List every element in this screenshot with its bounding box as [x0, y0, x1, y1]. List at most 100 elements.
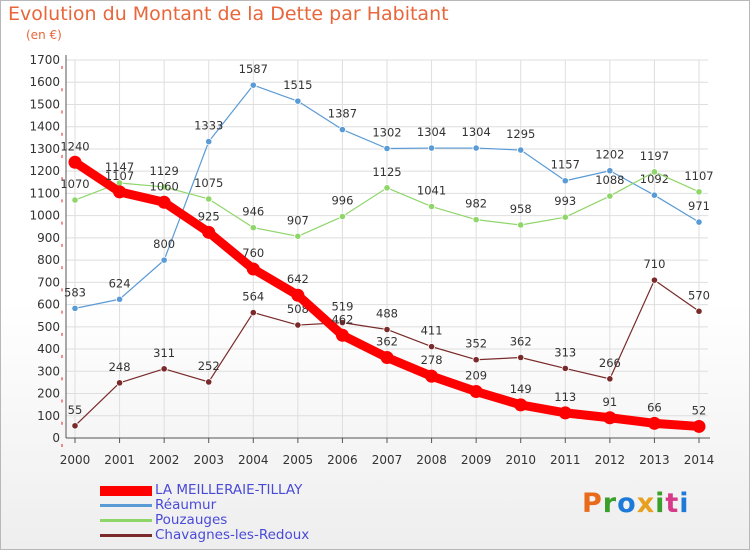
data-label-chavagnes-les-redoux-2012: 266: [599, 356, 621, 370]
legend-swatch-pouzauges: [100, 519, 152, 522]
y-tick-label-300: 300: [37, 364, 60, 378]
point-reaumur-2001: [115, 295, 124, 303]
point-pouzauges-2014: [695, 188, 703, 196]
point-reaumur-2009: [472, 144, 480, 152]
x-tick-label-2006: 2006: [327, 453, 358, 467]
x-tick-label-2013: 2013: [639, 453, 670, 467]
point-pouzauges-2002: [160, 183, 168, 191]
proxiti-logo-letter: x: [636, 488, 656, 519]
point-chavagnes-les-redoux-2005: [294, 321, 302, 329]
point-reaumur-2007: [383, 144, 391, 153]
point-chavagnes-les-redoux-2006: [338, 318, 347, 327]
data-label-la-meilleraie-tillay-2009: 209: [465, 369, 487, 383]
point-reaumur-2003: [205, 138, 213, 146]
point-reaumur-2008: [427, 144, 436, 152]
data-label-chavagnes-les-redoux-2008: 411: [421, 324, 443, 338]
data-label-reaumur-2008: 1304: [417, 125, 446, 139]
y-tick-label-400: 400: [37, 342, 60, 356]
y-tick-label-100: 100: [37, 409, 60, 423]
y-tick-label-1600: 1600: [29, 75, 60, 89]
data-label-la-meilleraie-tillay-2001: 1107: [105, 169, 134, 183]
data-label-la-meilleraie-tillay-2006: 462: [331, 312, 353, 326]
data-label-reaumur-2002: 800: [153, 237, 175, 251]
data-label-pouzauges-2003: 1075: [194, 176, 223, 190]
data-label-pouzauges-2007: 1125: [372, 165, 401, 179]
point-chavagnes-les-redoux-2003: [205, 378, 213, 386]
point-reaumur-2002: [160, 256, 168, 264]
data-label-la-meilleraie-tillay-2002: 1060: [150, 179, 179, 193]
data-label-la-meilleraie-tillay-2008: 278: [421, 353, 443, 367]
point-pouzauges-2008: [427, 202, 436, 211]
legend-swatch-la-meilleraie-tillay: [100, 486, 152, 496]
data-label-pouzauges-2009: 982: [465, 197, 487, 211]
x-tick-label-2002: 2002: [149, 453, 180, 467]
point-pouzauges-2012: [606, 192, 614, 200]
point-la-meilleraie-tillay-2014: [692, 419, 706, 433]
proxiti-logo-letter: i: [655, 488, 666, 519]
point-reaumur-2004: [249, 81, 257, 89]
proxiti-logo-letter: r: [602, 488, 618, 519]
x-tick-label-2007: 2007: [372, 453, 403, 467]
proxiti-logo-letter: t: [665, 488, 680, 519]
x-tick-label-2008: 2008: [416, 453, 447, 467]
data-label-chavagnes-les-redoux-2014: 570: [688, 288, 710, 302]
point-chavagnes-les-redoux-2011: [561, 364, 569, 373]
point-la-meilleraie-tillay-2007: [380, 351, 394, 365]
data-label-chavagnes-les-redoux-2002: 311: [153, 346, 175, 360]
y-tick-label-500: 500: [37, 320, 60, 334]
data-label-chavagnes-les-redoux-2001: 248: [109, 360, 131, 374]
point-chavagnes-les-redoux-2014: [695, 307, 703, 315]
proxiti-logo-letter: P: [582, 488, 603, 519]
data-label-pouzauges-2001: 1147: [105, 160, 134, 174]
data-label-pouzauges-2000: 1070: [60, 177, 89, 191]
y-tick-label-1700: 1700: [29, 53, 60, 67]
point-reaumur-2012: [606, 167, 614, 175]
chart-legend: LA MEILLERAIE-TILLAY Réaumur Pouzauges C…: [100, 483, 400, 543]
y-tick-label-200: 200: [37, 387, 60, 401]
point-reaumur-2010: [517, 146, 525, 154]
legend-label-chavagnes-les-redoux: Chavagnes-les-Redoux: [155, 527, 310, 543]
point-chavagnes-les-redoux-2004: [249, 308, 257, 317]
data-label-chavagnes-les-redoux-2011: 313: [554, 345, 576, 359]
data-label-pouzauges-2011: 993: [554, 194, 576, 208]
data-label-reaumur-2010: 1295: [506, 127, 535, 141]
data-label-chavagnes-les-redoux-2003: 252: [198, 359, 220, 373]
x-tick-label-2012: 2012: [595, 453, 626, 467]
legend-item-reaumur: Réaumur: [100, 498, 400, 513]
data-label-la-meilleraie-tillay-2013: 66: [647, 400, 662, 414]
data-label-reaumur-2000: 583: [64, 285, 86, 299]
y-tick-label-700: 700: [37, 275, 60, 289]
chart-title: Evolution du Montant de la Dette par Hab…: [8, 3, 449, 25]
legend-item-chavagnes-les-redoux: Chavagnes-les-Redoux: [100, 528, 400, 543]
point-la-meilleraie-tillay-2008: [425, 369, 439, 383]
point-chavagnes-les-redoux-2000: [71, 422, 79, 430]
y-tick-label-1400: 1400: [29, 120, 60, 134]
data-label-chavagnes-les-redoux-2009: 352: [465, 337, 487, 351]
x-tick-label-2000: 2000: [60, 453, 91, 467]
data-label-reaumur-2012: 1202: [595, 148, 624, 162]
data-label-la-meilleraie-tillay-2000: 1240: [60, 139, 89, 153]
point-chavagnes-les-redoux-2007: [383, 325, 391, 334]
x-tick-label-2014: 2014: [684, 453, 715, 467]
legend-item-pouzauges: Pouzauges: [100, 513, 400, 528]
legend-item-la-meilleraie-tillay: LA MEILLERAIE-TILLAY: [100, 483, 400, 498]
point-la-meilleraie-tillay-2013: [647, 416, 661, 430]
point-la-meilleraie-tillay-2005: [291, 288, 305, 302]
data-label-reaumur-2014: 971: [688, 199, 710, 213]
data-label-pouzauges-2012: 1088: [595, 173, 624, 187]
point-reaumur-2006: [338, 125, 347, 134]
legend-label-la-meilleraie-tillay: LA MEILLERAIE-TILLAY: [155, 482, 303, 498]
data-label-la-meilleraie-tillay-2005: 642: [287, 272, 309, 286]
data-label-pouzauges-2004: 946: [242, 205, 264, 219]
x-tick-label-2009: 2009: [461, 453, 492, 467]
y-tick-label-1200: 1200: [29, 164, 60, 178]
x-tick-label-2010: 2010: [505, 453, 536, 467]
x-tick-label-2011: 2011: [550, 453, 581, 467]
y-tick-label-0: 0: [52, 431, 60, 445]
proxiti-logo-letter: i: [679, 488, 690, 519]
x-tick-label-2004: 2004: [238, 453, 269, 467]
data-label-chavagnes-les-redoux-2007: 488: [376, 306, 398, 320]
point-chavagnes-les-redoux-2002: [160, 365, 168, 373]
data-label-reaumur-2001: 624: [109, 276, 131, 290]
